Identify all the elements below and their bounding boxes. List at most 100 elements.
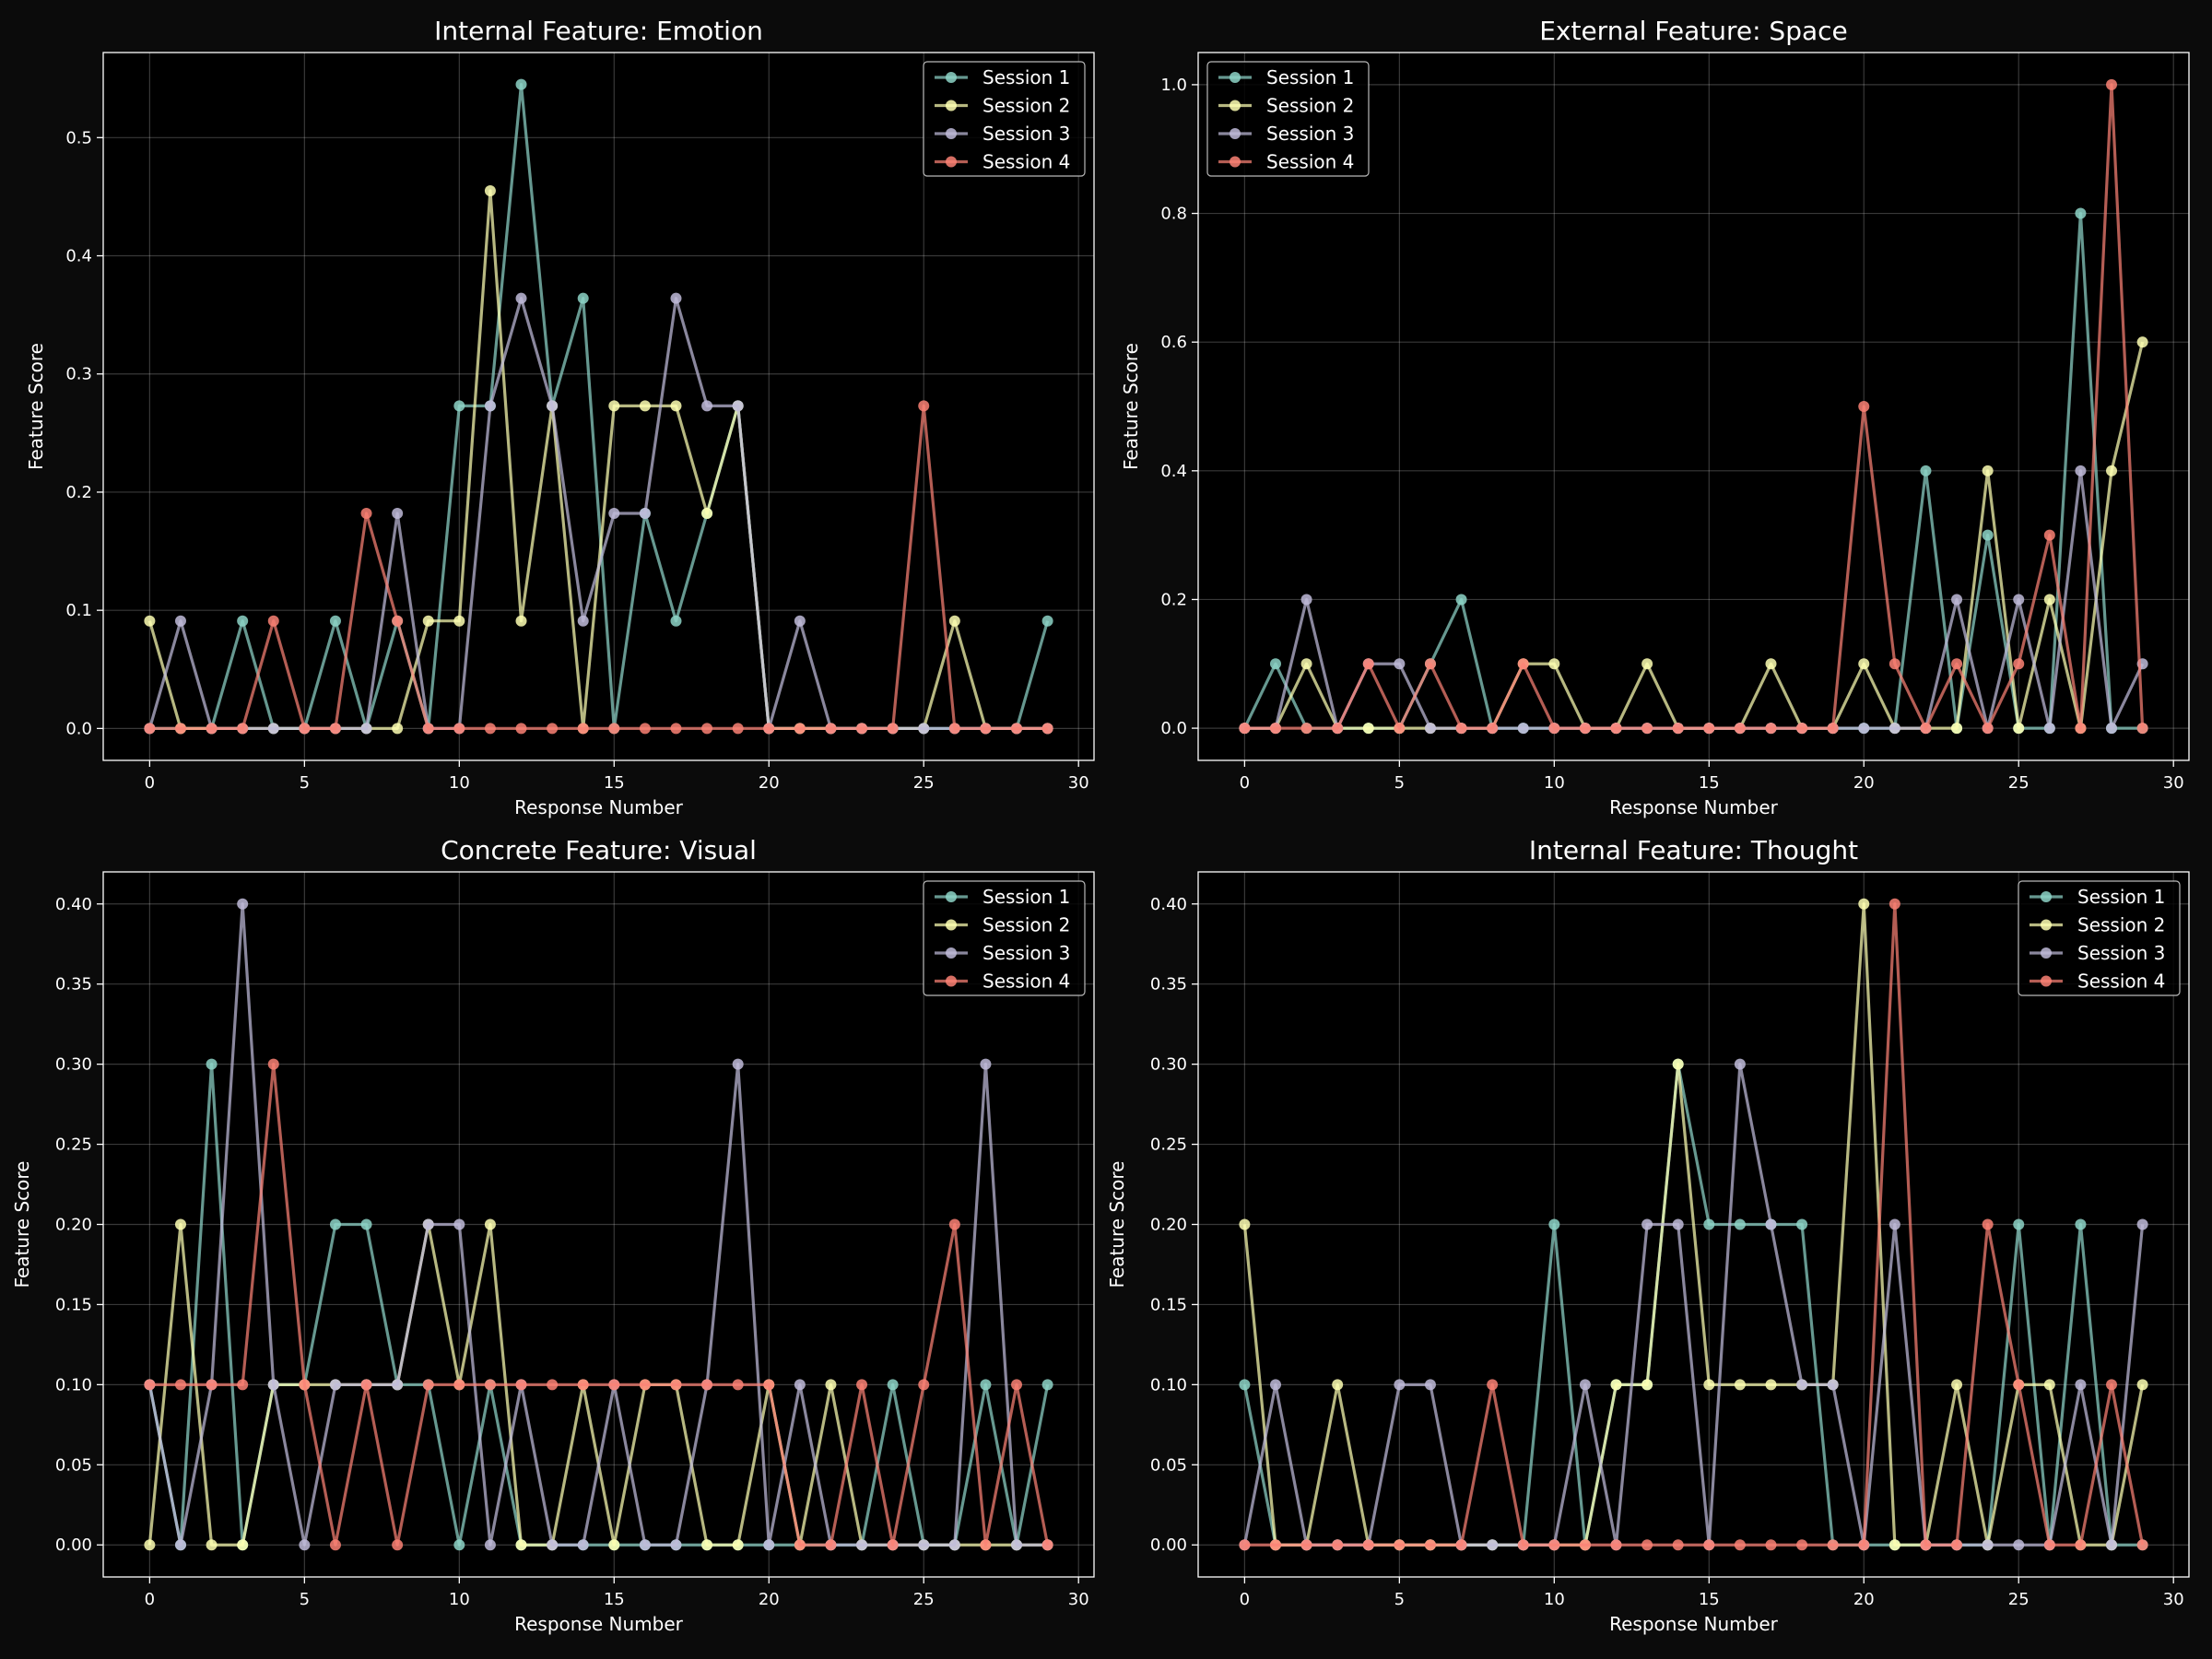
data-point (1394, 1379, 1406, 1391)
legend-box (923, 61, 1086, 177)
y-tick-label: 0.40 (55, 895, 92, 914)
data-point (1951, 1539, 1963, 1551)
data-point (1424, 1379, 1436, 1391)
data-point (484, 185, 496, 197)
data-point (1424, 658, 1436, 670)
legend: Session 1 Session 2 Session 3 Session 4 (1206, 61, 1370, 177)
legend-box (923, 880, 1086, 996)
x-tick-label: 25 (913, 1590, 935, 1609)
data-point (670, 615, 682, 627)
data-point (1858, 1539, 1870, 1551)
chart-title: Concrete Feature: Visual (441, 835, 757, 865)
data-point (1269, 723, 1281, 735)
data-point (144, 1539, 156, 1551)
data-point (1796, 1218, 1808, 1230)
y-axis-label: Feature Score (1120, 343, 1142, 470)
data-point (1951, 723, 1963, 735)
data-point (1041, 723, 1053, 735)
legend-label: Session 1 (2077, 886, 2165, 908)
data-point (1672, 723, 1684, 735)
x-tick-label: 25 (913, 773, 935, 793)
x-tick-label: 5 (300, 1590, 310, 1609)
x-tick-label: 15 (1699, 773, 1720, 793)
data-point (1455, 723, 1467, 735)
y-tick-label: 0.40 (1150, 895, 1187, 914)
data-point (329, 615, 341, 627)
y-tick-label: 0.10 (55, 1375, 92, 1394)
legend-marker (946, 891, 957, 902)
data-point (608, 723, 620, 735)
data-point (1517, 1539, 1529, 1551)
data-point (237, 615, 249, 627)
y-tick-label: 0.20 (1150, 1216, 1187, 1235)
legend-label: Session 1 (982, 886, 1070, 908)
y-tick-label: 0.4 (1160, 462, 1187, 481)
legend-label: Session 4 (2077, 971, 2165, 993)
x-tick-label: 20 (1853, 1590, 1875, 1609)
data-point (1579, 723, 1591, 735)
legend-marker (2041, 975, 2052, 987)
data-point (1672, 1058, 1684, 1070)
legend-label: Session 4 (1266, 151, 1354, 173)
data-point (1011, 723, 1023, 735)
data-point (1424, 1539, 1436, 1551)
data-point (577, 723, 589, 735)
data-point (1487, 723, 1499, 735)
data-point (577, 292, 589, 304)
data-point (608, 1539, 620, 1551)
data-point (1011, 1539, 1023, 1551)
data-point (577, 1539, 589, 1551)
data-point (1888, 1539, 1900, 1551)
data-point (732, 400, 744, 412)
data-point (1920, 465, 1932, 477)
data-point (2106, 78, 2118, 90)
y-axis-label: Feature Score (1106, 1161, 1128, 1288)
data-point (794, 1379, 806, 1391)
data-point (1920, 1539, 1932, 1551)
data-point (1765, 658, 1777, 670)
data-point (422, 723, 434, 735)
data-point (237, 1539, 249, 1551)
data-point (670, 1379, 682, 1391)
data-point (2136, 723, 2148, 735)
series-4 (144, 400, 1053, 735)
x-tick-label: 0 (1240, 773, 1250, 793)
x-tick-label: 10 (1544, 773, 1565, 793)
x-tick-label: 15 (604, 773, 625, 793)
legend-marker (2041, 919, 2052, 931)
data-point (1517, 723, 1529, 735)
y-tick-label: 0.0 (65, 719, 92, 738)
data-point (1041, 1379, 1053, 1391)
data-point (1858, 723, 1870, 735)
data-point (948, 615, 960, 627)
data-point (360, 508, 372, 520)
data-point (1982, 529, 1994, 541)
x-tick-label: 15 (604, 1590, 625, 1609)
x-tick-label: 15 (1699, 1590, 1720, 1609)
data-point (1858, 401, 1870, 412)
data-point (980, 1058, 992, 1070)
y-tick-label: 0.20 (55, 1216, 92, 1235)
y-tick-label: 0.35 (1150, 975, 1187, 994)
data-point (732, 723, 744, 735)
data-point (329, 1539, 341, 1551)
data-point (887, 1379, 899, 1391)
data-point (639, 508, 651, 520)
data-point (1455, 594, 1467, 606)
data-point (1239, 723, 1251, 735)
data-point (267, 615, 279, 627)
data-point (2136, 1539, 2148, 1551)
data-point (1300, 1539, 1312, 1551)
x-tick-label: 5 (1394, 773, 1405, 793)
x-axis-label: Response Number (1609, 1613, 1779, 1635)
data-point (1548, 723, 1560, 735)
y-axis-label: Feature Score (25, 343, 47, 470)
data-point (1641, 723, 1653, 735)
data-point (1796, 1539, 1808, 1551)
y-tick-label: 0.30 (55, 1055, 92, 1075)
data-point (1610, 1379, 1622, 1391)
legend-marker (2041, 891, 2052, 902)
data-point (2013, 594, 2025, 606)
data-point (639, 723, 651, 735)
data-point (1827, 723, 1839, 735)
